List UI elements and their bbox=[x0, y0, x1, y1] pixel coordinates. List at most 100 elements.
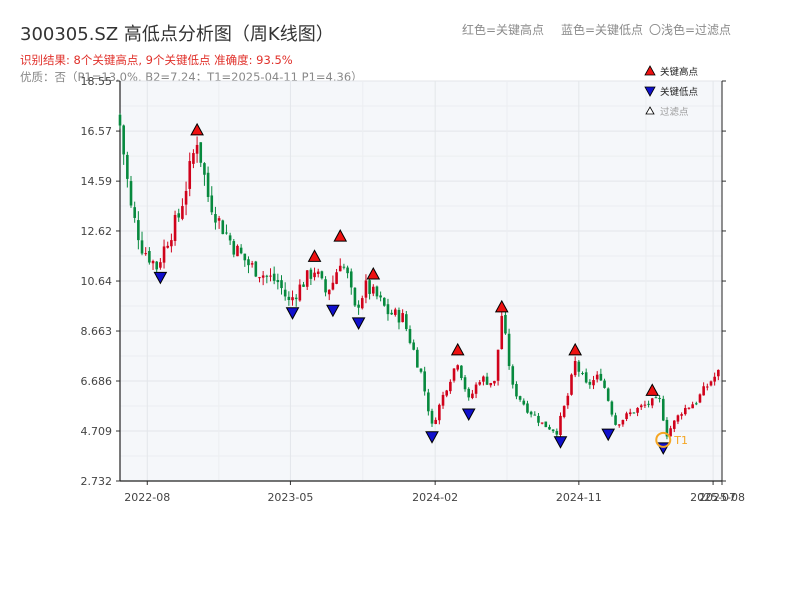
candle-body bbox=[371, 286, 375, 294]
candle-body bbox=[144, 253, 147, 255]
candle-body bbox=[636, 407, 639, 413]
candle-body bbox=[368, 280, 371, 294]
candle-body bbox=[258, 277, 261, 279]
key-high-marker bbox=[333, 229, 348, 242]
candle-body bbox=[592, 380, 595, 386]
candle-body bbox=[621, 419, 625, 425]
candle-body bbox=[680, 414, 683, 416]
candle-body bbox=[170, 240, 173, 247]
candle-body bbox=[294, 297, 298, 300]
key-low-marker bbox=[285, 307, 300, 320]
candle-body bbox=[533, 414, 537, 416]
candle-body bbox=[243, 253, 247, 261]
candle-body bbox=[360, 298, 364, 309]
candle-body bbox=[573, 361, 577, 376]
candle-body bbox=[151, 260, 155, 264]
candle-body bbox=[559, 415, 562, 435]
candle-body bbox=[441, 394, 445, 406]
t1-label: T1 bbox=[673, 434, 688, 447]
candle-body bbox=[298, 284, 302, 301]
candle-body bbox=[162, 246, 166, 263]
candle-body bbox=[691, 404, 694, 409]
candle-body bbox=[471, 393, 474, 398]
candle-body bbox=[632, 412, 636, 414]
candle-body bbox=[316, 271, 320, 274]
candle-body bbox=[522, 400, 526, 405]
candle-body bbox=[562, 405, 566, 417]
candle-body bbox=[236, 245, 239, 257]
candle-body bbox=[261, 275, 265, 278]
candle-body bbox=[493, 380, 496, 384]
candle-body bbox=[654, 397, 658, 399]
legend-light-text: 〇浅色=过滤点 bbox=[649, 23, 732, 37]
legend-label: 关键高点 bbox=[660, 66, 699, 78]
candle-body bbox=[181, 206, 184, 219]
key-high-marker bbox=[568, 342, 583, 356]
candle-body bbox=[140, 240, 144, 254]
candle-body bbox=[159, 262, 162, 268]
candle-body bbox=[540, 422, 544, 424]
candle-body bbox=[250, 263, 254, 265]
y-tick-label: 14.59 bbox=[81, 175, 113, 188]
candle-body bbox=[408, 328, 412, 343]
candle-body bbox=[214, 214, 217, 223]
candle-body bbox=[335, 272, 338, 284]
candle-body bbox=[133, 207, 136, 218]
candle-body bbox=[192, 153, 195, 164]
candle-body bbox=[529, 411, 533, 415]
candle-body bbox=[221, 220, 225, 235]
candle-body bbox=[614, 415, 617, 425]
candle-body bbox=[401, 313, 404, 323]
candle-body bbox=[628, 412, 632, 415]
candle-body bbox=[272, 273, 276, 281]
candle-body bbox=[482, 376, 485, 382]
candle-body bbox=[129, 181, 133, 206]
candle-body bbox=[287, 296, 291, 301]
candle-body bbox=[137, 220, 140, 241]
candle-body bbox=[254, 261, 258, 277]
candle-body bbox=[706, 386, 709, 388]
candle-body bbox=[438, 404, 441, 421]
candle-body bbox=[173, 214, 177, 241]
candle-body bbox=[713, 376, 716, 382]
candle-body bbox=[228, 235, 232, 241]
candle-body bbox=[309, 269, 313, 279]
candle-body bbox=[357, 304, 360, 308]
legend-filtered-symbol bbox=[645, 106, 655, 115]
candle-body bbox=[225, 232, 228, 234]
candle-body bbox=[412, 342, 415, 350]
candle-body bbox=[206, 172, 210, 197]
candle-body bbox=[353, 287, 357, 306]
page-title: 300305.SZ 高低点分析图（周K线图） bbox=[20, 24, 334, 45]
candle-body bbox=[291, 297, 294, 301]
candle-body bbox=[566, 395, 570, 406]
candle-body bbox=[599, 373, 603, 381]
candle-body bbox=[210, 195, 214, 213]
candle-body bbox=[687, 407, 691, 409]
candle-body bbox=[331, 282, 335, 290]
legend-label: 过滤点 bbox=[660, 106, 689, 118]
x-tick-label: 2024-02 bbox=[412, 491, 458, 504]
candle-body bbox=[382, 297, 386, 306]
key-low-marker bbox=[425, 431, 439, 444]
key-low-marker bbox=[461, 408, 476, 421]
candle-body bbox=[452, 368, 456, 381]
candle-body bbox=[669, 428, 672, 437]
candle-body bbox=[460, 365, 463, 379]
y-tick-label: 18.55 bbox=[81, 75, 113, 88]
candle-body bbox=[698, 394, 702, 403]
candle-body bbox=[658, 397, 661, 399]
candle-body bbox=[397, 309, 401, 323]
candle-body bbox=[537, 415, 540, 423]
candle-body bbox=[603, 380, 606, 388]
candle-body bbox=[184, 190, 188, 205]
candle-body bbox=[588, 381, 592, 385]
candle-body bbox=[265, 275, 269, 277]
candle-body bbox=[665, 419, 669, 437]
candle-body bbox=[489, 382, 493, 386]
x-tick-label: 2025-07 bbox=[690, 491, 736, 504]
candle-body bbox=[496, 349, 500, 381]
candle-body bbox=[419, 368, 423, 372]
candle-body bbox=[672, 420, 676, 429]
candle-body bbox=[661, 398, 665, 421]
